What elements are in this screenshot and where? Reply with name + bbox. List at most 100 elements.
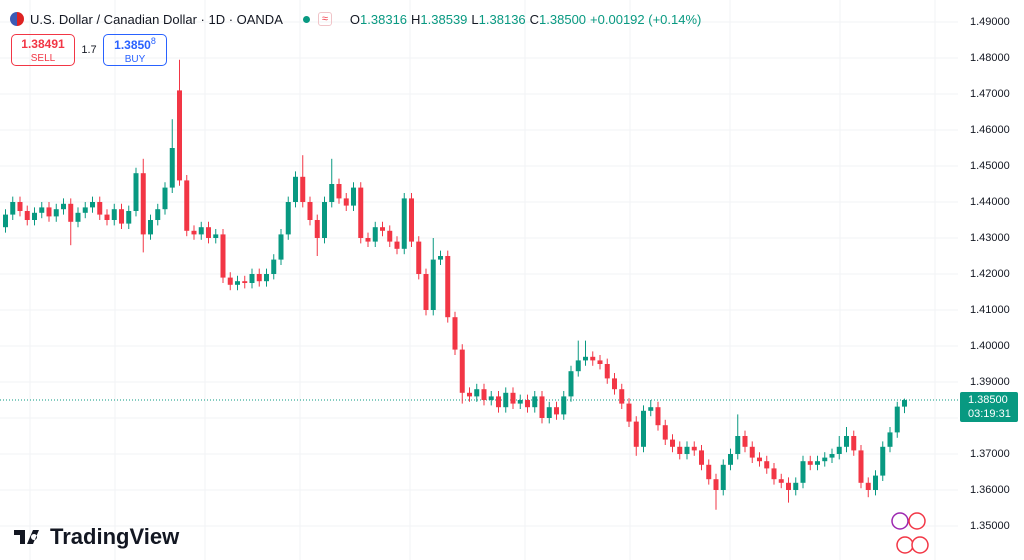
candle-body — [815, 461, 820, 465]
candle-body — [24, 211, 30, 220]
candle-body — [155, 209, 161, 220]
logo-icon — [14, 530, 39, 544]
candle-body — [227, 277, 233, 285]
candle-body — [401, 198, 407, 249]
candle-body — [517, 400, 523, 404]
candle-body — [430, 259, 436, 310]
candle-body — [53, 209, 59, 217]
countdown: 03:19:31 — [968, 408, 1011, 420]
candles — [3, 59, 907, 510]
candle-body — [133, 173, 139, 211]
candle-body — [119, 209, 124, 224]
candle-body — [416, 241, 422, 274]
candle-body — [757, 457, 762, 462]
candle-body — [655, 407, 661, 426]
candle-body — [575, 360, 581, 372]
candle-body — [822, 457, 828, 462]
candle-body — [126, 211, 132, 224]
candle-body — [90, 202, 95, 208]
candle-body — [590, 356, 596, 361]
candle-body — [46, 207, 52, 217]
candle-body — [554, 407, 559, 415]
candle-body — [278, 234, 284, 260]
y-tick-label: 1.40000 — [970, 340, 1010, 352]
ohlc-key: L — [471, 11, 479, 27]
y-tick-label: 1.49000 — [970, 16, 1010, 28]
candle-body — [525, 400, 530, 408]
candle-body — [213, 234, 219, 238]
y-tick-label: 1.43000 — [970, 232, 1010, 244]
candle-body — [800, 461, 806, 483]
candle-body — [249, 274, 255, 283]
candle-body — [365, 238, 371, 242]
candle-body — [880, 446, 886, 476]
event-icon — [896, 536, 914, 554]
candle-body — [75, 212, 81, 222]
candle-body — [844, 436, 849, 447]
candle-body — [851, 436, 857, 451]
price-axis: 1.350001.360001.370001.380001.390001.400… — [891, 16, 1018, 554]
data-status[interactable]: ≈ — [317, 12, 332, 26]
ohlc-value: 1.38539 — [420, 11, 468, 27]
candle-body — [169, 148, 175, 188]
spread: 1.7 — [81, 44, 97, 56]
candle-body — [61, 203, 66, 210]
candle-body — [481, 389, 487, 400]
candle-body — [438, 256, 443, 260]
y-tick-label: 1.46000 — [970, 124, 1010, 136]
candle-body — [97, 202, 103, 215]
candle-body — [445, 256, 451, 318]
change: +0.00192 (+0.14%) — [590, 11, 702, 27]
candle-body — [264, 274, 269, 282]
candle-body — [452, 317, 458, 350]
candle-body — [902, 400, 907, 407]
candle-body — [713, 479, 719, 490]
candle-body — [488, 396, 494, 400]
candle-body — [32, 212, 37, 220]
y-tick-label: 1.37000 — [970, 448, 1010, 460]
candle-body — [677, 446, 683, 454]
candle-body — [380, 227, 385, 231]
candle-body — [394, 241, 400, 249]
candle-body — [474, 389, 480, 397]
candle-body — [82, 207, 88, 213]
candle-body — [778, 479, 784, 483]
candle-body — [423, 274, 429, 310]
candle-body — [409, 198, 414, 242]
y-tick-label: 1.36000 — [970, 484, 1010, 496]
candle-body — [510, 392, 516, 404]
candle-body — [728, 454, 733, 465]
candle-body — [300, 176, 306, 202]
candle-body — [351, 187, 356, 206]
candle-body — [336, 184, 342, 199]
logo-text: TradingView — [50, 524, 180, 549]
y-tick-label: 1.39000 — [970, 376, 1010, 388]
sell-price: 1.38491 — [21, 36, 65, 51]
candle-body — [329, 184, 335, 202]
candle-body — [568, 371, 574, 397]
candle-body — [184, 180, 190, 231]
candle-body — [735, 436, 741, 454]
candle-body — [720, 464, 726, 490]
candle-body — [322, 202, 327, 238]
candle-body — [285, 202, 291, 235]
candle-body — [532, 396, 538, 408]
candle-body — [546, 407, 552, 418]
market-status[interactable] — [302, 15, 310, 23]
grid — [0, 21, 958, 527]
candle-body — [641, 410, 646, 447]
candle-body — [459, 349, 465, 393]
candle-body — [343, 198, 349, 206]
logo[interactable]: TradingView — [14, 524, 179, 550]
candle-body — [3, 214, 8, 228]
ohlc-value: 1.38316 — [360, 11, 408, 27]
y-tick-label: 1.41000 — [970, 304, 1010, 316]
buy-button[interactable]: 1.38508 BUY — [103, 34, 167, 66]
sell-button[interactable]: 1.38491 SELL — [11, 34, 75, 66]
vertical-grid — [29, 0, 936, 560]
ohlc-value: 1.38136 — [478, 11, 526, 27]
ohlc-value: 1.38500 — [539, 11, 587, 27]
candle-body — [104, 214, 110, 220]
candle-body — [293, 176, 298, 202]
